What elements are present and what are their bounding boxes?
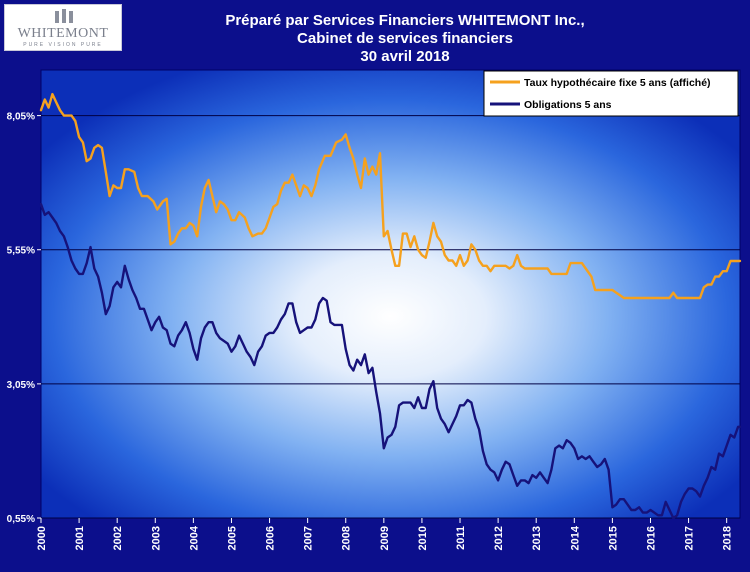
- logo-mark-icon: [55, 9, 73, 23]
- legend-label-bonds: Obligations 5 ans: [524, 99, 612, 111]
- x-tick-label-0: 2000: [36, 526, 48, 550]
- header-line-1: Préparé par Services Financiers WHITEMON…: [225, 12, 585, 29]
- y-tick-label-1: 3,05%: [7, 380, 35, 391]
- series-lines: [39, 92, 742, 520]
- legend-label-mortgage: Taux hypothécaire fixe 5 ans (affiché): [524, 77, 711, 89]
- legend: Taux hypothécaire fixe 5 ans (affiché) O…: [483, 70, 739, 117]
- x-tick-label-3: 2003: [150, 526, 162, 550]
- x-tick-label-8: 2008: [341, 526, 353, 550]
- header-line-2: Cabinet de services financiers: [297, 30, 513, 47]
- series-line-bonds: [39, 202, 742, 520]
- x-tick-label-10: 2010: [417, 526, 429, 550]
- x-tick-label-15: 2015: [607, 526, 619, 550]
- y-tick-label-2: 5,55%: [7, 246, 35, 257]
- x-axis: 2000 2001 2002 2003 2004 2005 2006 2007 2008 2009…: [36, 518, 734, 550]
- x-tick-label-12: 2012: [493, 526, 505, 550]
- x-tick-label-17: 2017: [684, 526, 696, 550]
- x-tick-label-9: 2009: [379, 526, 391, 550]
- x-tick-label-1: 2001: [74, 526, 86, 550]
- x-tick-label-6: 2006: [265, 526, 277, 550]
- plot-area: [40, 69, 741, 519]
- x-tick-label-13: 2013: [531, 526, 543, 550]
- legend-box: [483, 70, 739, 117]
- logo-name: WHITEMONT: [17, 26, 109, 41]
- x-tick-label-4: 2004: [188, 525, 200, 550]
- y-tick-label-3: 8,05%: [7, 112, 35, 123]
- x-tick-label-18: 2018: [722, 526, 734, 550]
- x-tick-label-2: 2002: [112, 526, 124, 550]
- header-line-3: 30 avril 2018: [360, 48, 450, 65]
- y-axis: 0,55% 3,05% 5,55% 8,05%: [7, 112, 41, 525]
- series-line-mortgage: [39, 92, 742, 300]
- x-tick-label-5: 2005: [226, 526, 238, 550]
- x-tick-label-7: 2007: [303, 526, 315, 550]
- x-tick-label-14: 2014: [569, 525, 581, 550]
- logo-tagline: PURE VISION PURE: [23, 42, 103, 48]
- x-tick-label-16: 2016: [645, 526, 657, 550]
- y-tick-label-0: 0,55%: [7, 514, 35, 525]
- x-tick-label-11: 2011: [455, 526, 467, 550]
- whitemont-logo: WHITEMONT PURE VISION PURE: [4, 4, 122, 51]
